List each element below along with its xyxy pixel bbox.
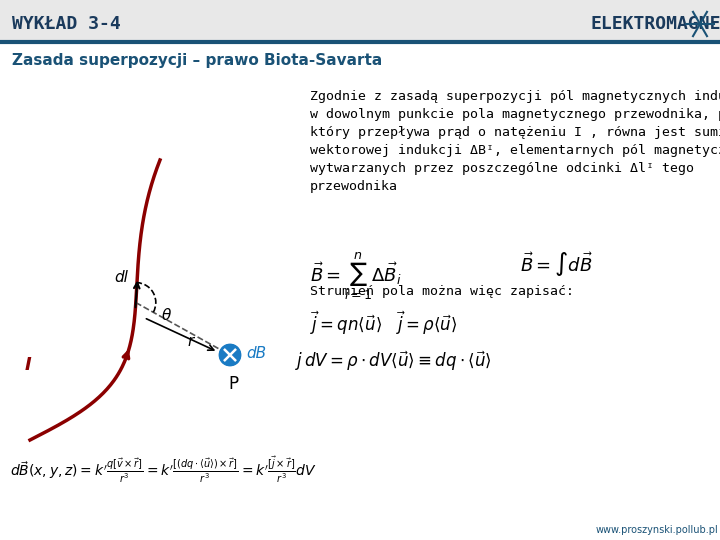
Text: $d\vec{B}(x,y,z) = k'\frac{q[\vec{v}\times\vec{r}]}{r^3} = k'\frac{[(dq\cdot\lan: $d\vec{B}(x,y,z) = k'\frac{q[\vec{v}\tim…	[10, 455, 317, 485]
Text: wektorowej indukcji ΔBᴵ, elementarnych pól magnetycznych: wektorowej indukcji ΔBᴵ, elementarnych p…	[310, 144, 720, 157]
Text: $\theta$: $\theta$	[161, 307, 172, 322]
Text: w dowolnym punkcie pola magnetycznego przewodnika, przez: w dowolnym punkcie pola magnetycznego pr…	[310, 108, 720, 121]
Text: WYKŁAD 3-4: WYKŁAD 3-4	[12, 15, 121, 33]
Text: P: P	[228, 375, 238, 393]
Text: r: r	[188, 334, 194, 349]
Text: dB: dB	[246, 346, 266, 361]
Text: ELEKTROMAGNETYZM: ELEKTROMAGNETYZM	[590, 15, 720, 33]
Text: Strumień pola można więc zapisać:: Strumień pola można więc zapisać:	[310, 285, 574, 298]
Text: $j\,dV = \rho \cdot dV\langle\vec{u}\rangle \equiv dq \cdot \langle\vec{u}\rangl: $j\,dV = \rho \cdot dV\langle\vec{u}\ran…	[295, 350, 492, 374]
Text: $\vec{B} = \sum_{i=1}^{n} \Delta\vec{B}_i$: $\vec{B} = \sum_{i=1}^{n} \Delta\vec{B}_…	[310, 250, 402, 301]
Text: $\vec{j} = qn\langle\vec{u}\rangle \quad \vec{j} = \rho\langle\vec{u}\rangle$: $\vec{j} = qn\langle\vec{u}\rangle \quad…	[310, 310, 457, 338]
Text: Zgodnie z zasadą superpozycji pól magnetycznych indukcja B: Zgodnie z zasadą superpozycji pól magnet…	[310, 90, 720, 103]
Text: www.proszynski.pollub.pl: www.proszynski.pollub.pl	[595, 525, 718, 535]
Circle shape	[220, 345, 240, 365]
Text: I: I	[24, 356, 32, 374]
Text: który przepływa prąd o natężeniu I , równa jest sumie: który przepływa prąd o natężeniu I , rów…	[310, 126, 720, 139]
FancyBboxPatch shape	[0, 0, 720, 40]
Text: Zasada superpozycji – prawo Biota-Savarta: Zasada superpozycji – prawo Biota-Savart…	[12, 52, 382, 68]
Text: wytwarzanych przez poszczególne odcinki Δlᴵ tego: wytwarzanych przez poszczególne odcinki …	[310, 162, 694, 175]
Text: przewodnika: przewodnika	[310, 180, 398, 193]
Text: $\vec{B} = \int d\vec{B}$: $\vec{B} = \int d\vec{B}$	[520, 250, 593, 278]
Text: dl: dl	[114, 269, 127, 285]
